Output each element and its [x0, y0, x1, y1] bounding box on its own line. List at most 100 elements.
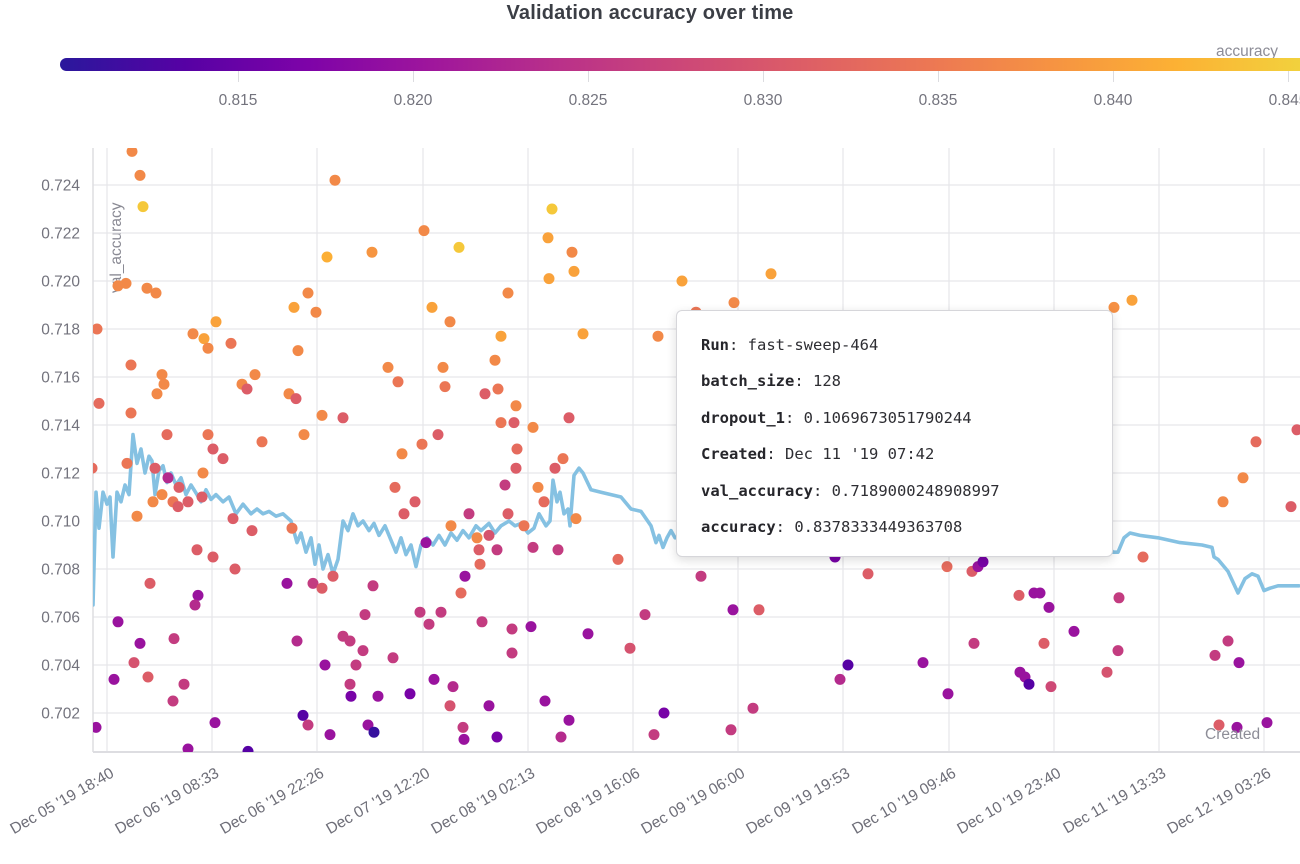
scatter-point[interactable]: [198, 333, 210, 345]
scatter-point[interactable]: [168, 633, 180, 645]
scatter-point[interactable]: [209, 717, 221, 729]
scatter-point[interactable]: [167, 695, 179, 707]
scatter-point[interactable]: [144, 577, 156, 589]
scatter-point[interactable]: [420, 537, 432, 549]
scatter-point[interactable]: [1291, 424, 1300, 436]
scatter-point[interactable]: [502, 287, 514, 299]
scatter-point[interactable]: [297, 709, 309, 721]
scatter-point[interactable]: [1013, 589, 1025, 601]
scatter-point[interactable]: [483, 700, 495, 712]
scatter-point[interactable]: [126, 146, 138, 157]
scatter-point[interactable]: [942, 688, 954, 700]
scatter-point[interactable]: [1101, 666, 1113, 678]
scatter-point[interactable]: [834, 673, 846, 685]
scatter-point[interactable]: [151, 388, 163, 400]
scatter-point[interactable]: [125, 359, 137, 371]
scatter-point[interactable]: [242, 745, 254, 757]
scatter-point[interactable]: [359, 609, 371, 621]
scatter-point[interactable]: [444, 700, 456, 712]
scatter-point[interactable]: [121, 457, 133, 469]
scatter-point[interactable]: [426, 301, 438, 313]
scatter-point[interactable]: [409, 496, 421, 508]
scatter-point[interactable]: [543, 273, 555, 285]
scatter-point[interactable]: [532, 481, 544, 493]
scatter-point[interactable]: [368, 726, 380, 738]
scatter-point[interactable]: [432, 429, 444, 441]
scatter-point[interactable]: [549, 462, 561, 474]
scatter-point[interactable]: [396, 448, 408, 460]
scatter-point[interactable]: [302, 719, 314, 731]
scatter-point[interactable]: [557, 453, 569, 465]
scatter-point[interactable]: [437, 361, 449, 373]
scatter-point[interactable]: [227, 513, 239, 525]
scatter-point[interactable]: [474, 558, 486, 570]
scatter-point[interactable]: [747, 702, 759, 714]
scatter-point[interactable]: [187, 328, 199, 340]
scatter-point[interactable]: [570, 513, 582, 525]
scatter-point[interactable]: [149, 462, 161, 474]
scatter-point[interactable]: [357, 645, 369, 657]
scatter-point[interactable]: [217, 453, 229, 465]
scatter-point[interactable]: [128, 657, 140, 669]
scatter-point[interactable]: [495, 417, 507, 429]
scatter-point[interactable]: [518, 520, 530, 532]
scatter-point[interactable]: [225, 337, 237, 349]
scatter-point[interactable]: [189, 599, 201, 611]
scatter-point[interactable]: [753, 604, 765, 616]
scatter-point[interactable]: [134, 637, 146, 649]
scatter-point[interactable]: [196, 491, 208, 503]
scatter-point[interactable]: [1209, 649, 1221, 661]
scatter-point[interactable]: [1068, 625, 1080, 637]
scatter-point[interactable]: [508, 417, 520, 429]
scatter-point[interactable]: [506, 647, 518, 659]
scatter-point[interactable]: [281, 577, 293, 589]
scatter-point[interactable]: [367, 580, 379, 592]
scatter-point[interactable]: [499, 479, 511, 491]
scatter-point[interactable]: [134, 169, 146, 181]
scatter-point[interactable]: [941, 561, 953, 573]
scatter-point[interactable]: [552, 544, 564, 556]
scatter-point[interactable]: [546, 203, 558, 215]
scatter-point[interactable]: [292, 345, 304, 357]
scatter-point[interactable]: [156, 369, 168, 381]
scatter-point[interactable]: [1250, 436, 1262, 448]
scatter-point[interactable]: [525, 621, 537, 633]
scatter-point[interactable]: [137, 201, 149, 213]
scatter-point[interactable]: [862, 568, 874, 580]
scatter-point[interactable]: [366, 246, 378, 258]
scatter-point[interactable]: [418, 225, 430, 237]
scatter-point[interactable]: [156, 489, 168, 501]
scatter-point[interactable]: [428, 673, 440, 685]
scatter-point[interactable]: [1285, 501, 1297, 513]
scatter-point[interactable]: [457, 721, 469, 733]
scatter-point[interactable]: [319, 659, 331, 671]
scatter-point[interactable]: [191, 544, 203, 556]
scatter-point[interactable]: [582, 628, 594, 640]
scatter-point[interactable]: [555, 731, 567, 743]
scatter-point[interactable]: [444, 316, 456, 328]
scatter-point[interactable]: [158, 378, 170, 390]
scatter-point[interactable]: [161, 429, 173, 441]
scatter-point[interactable]: [350, 659, 362, 671]
scatter-point[interactable]: [542, 232, 554, 244]
scatter-point[interactable]: [125, 407, 137, 419]
scatter-point[interactable]: [968, 637, 980, 649]
scatter-point[interactable]: [207, 551, 219, 563]
scatter-point[interactable]: [695, 570, 707, 582]
scatter-point[interactable]: [566, 246, 578, 258]
scatter-point[interactable]: [1043, 601, 1055, 613]
scatter-point[interactable]: [511, 443, 523, 455]
scatter-point[interactable]: [577, 328, 589, 340]
scatter-point[interactable]: [563, 714, 575, 726]
scatter-point[interactable]: [302, 287, 314, 299]
scatter-point[interactable]: [1137, 551, 1149, 563]
scatter-point[interactable]: [473, 544, 485, 556]
scatter-point[interactable]: [538, 496, 550, 508]
scatter-point[interactable]: [210, 316, 222, 328]
scatter-point[interactable]: [329, 174, 341, 186]
scatter-point[interactable]: [362, 719, 374, 731]
scatter-point[interactable]: [510, 462, 522, 474]
scatter-point[interactable]: [842, 659, 854, 671]
scatter-point[interactable]: [658, 707, 670, 719]
scatter-point[interactable]: [241, 383, 253, 395]
